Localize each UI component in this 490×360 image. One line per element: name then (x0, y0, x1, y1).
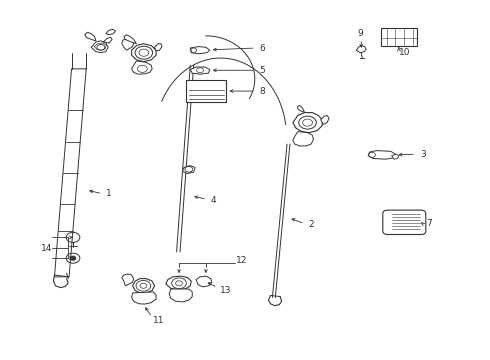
Polygon shape (122, 39, 134, 50)
Polygon shape (155, 44, 162, 51)
Polygon shape (190, 46, 210, 54)
Text: 3: 3 (420, 150, 426, 159)
Text: 7: 7 (426, 219, 432, 228)
Polygon shape (132, 292, 156, 304)
Text: 8: 8 (260, 86, 266, 95)
Polygon shape (122, 274, 134, 286)
Polygon shape (321, 116, 329, 125)
Polygon shape (169, 289, 192, 302)
Text: 10: 10 (399, 48, 411, 57)
Text: 12: 12 (236, 256, 247, 265)
Text: 4: 4 (211, 196, 217, 205)
Polygon shape (166, 276, 191, 290)
Polygon shape (85, 32, 96, 41)
Polygon shape (190, 67, 210, 74)
Text: 5: 5 (260, 66, 266, 75)
Polygon shape (368, 150, 395, 159)
Polygon shape (132, 44, 156, 62)
FancyBboxPatch shape (383, 210, 426, 234)
FancyBboxPatch shape (381, 28, 417, 45)
Polygon shape (182, 166, 195, 174)
Text: 6: 6 (260, 44, 266, 53)
FancyBboxPatch shape (186, 80, 226, 102)
Polygon shape (196, 276, 212, 287)
Polygon shape (298, 105, 305, 113)
Polygon shape (132, 61, 152, 74)
Text: 9: 9 (357, 29, 363, 38)
Text: 11: 11 (153, 316, 165, 325)
Text: 1: 1 (106, 189, 112, 198)
Text: 13: 13 (220, 286, 231, 295)
Polygon shape (54, 69, 86, 277)
Polygon shape (124, 35, 137, 44)
Polygon shape (293, 132, 314, 146)
Polygon shape (106, 30, 116, 35)
Polygon shape (293, 113, 322, 133)
Polygon shape (392, 154, 399, 159)
Polygon shape (91, 41, 108, 53)
Text: 2: 2 (309, 220, 314, 229)
Polygon shape (356, 45, 366, 53)
Text: 14: 14 (41, 244, 52, 253)
Polygon shape (133, 279, 155, 293)
Polygon shape (103, 37, 112, 43)
Circle shape (70, 256, 76, 260)
